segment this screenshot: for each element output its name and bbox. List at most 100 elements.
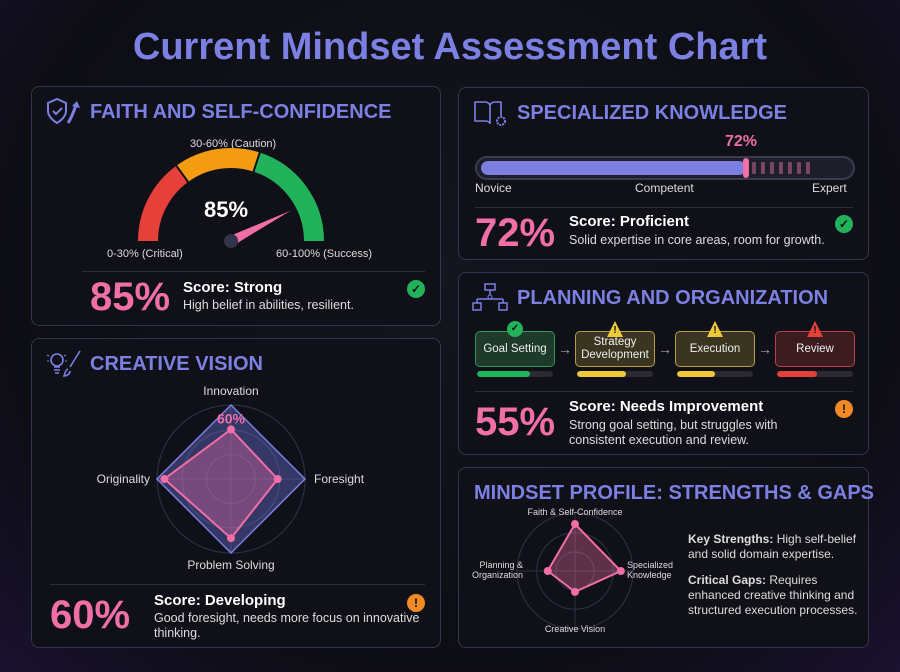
flowchart-icon	[472, 283, 508, 311]
radar-axis-label: Originality	[97, 472, 150, 486]
radar-point	[227, 425, 235, 434]
step-goal-setting: Goal Setting	[475, 331, 555, 367]
arrow-right-icon: →	[558, 341, 572, 357]
radar-point	[543, 567, 552, 575]
warning-icon: !	[707, 321, 723, 337]
scale-expert: Expert	[812, 181, 847, 195]
progress-tick	[778, 162, 783, 174]
profile-panel: MINDSET PROFILE: STRENGTHS & GAPS Faith …	[458, 467, 874, 648]
lightbulb-brush-icon	[46, 350, 81, 377]
radar-outer	[155, 403, 307, 555]
radar-point	[273, 475, 282, 483]
step-progress-fill	[477, 371, 531, 377]
strengths-label: Key Strengths:	[688, 532, 774, 546]
progress-tick	[787, 162, 792, 174]
step-progress-fill	[777, 371, 817, 377]
strengths-text: High self-belief and solid domain expert…	[688, 532, 857, 561]
progress-tick	[796, 162, 801, 174]
progress-tick	[805, 162, 810, 174]
gauge-band-0	[138, 165, 189, 242]
knowledge-desc: Solid expertise in core areas, room for …	[569, 233, 825, 247]
step-progress-bar	[577, 371, 653, 377]
gauge-chart	[138, 148, 324, 248]
radar-point	[571, 520, 579, 529]
warning-icon: !	[607, 321, 623, 337]
progress-tick	[769, 162, 774, 174]
planning-heading: PLANNING AND ORGANIZATION	[517, 287, 829, 309]
planning-score-label: Score: Needs Improvement	[569, 398, 764, 415]
radar-axis-label: Faith & Self-Confidence	[527, 507, 622, 517]
faith-desc: High belief in abilities, resilient.	[183, 298, 354, 312]
knowledge-score: 72%	[475, 211, 556, 255]
planning-panel: PLANNING AND ORGANIZATION Goal Setting ✓ →…	[458, 272, 869, 455]
arrow-right-icon: →	[658, 341, 672, 357]
progress-fill	[481, 161, 746, 175]
zone-label-critical: 0-30% (Critical)	[107, 248, 183, 260]
step-label: Execution	[689, 342, 741, 355]
knowledge-panel: SPECIALIZED KNOWLEDGE 72% Novice Compete…	[458, 87, 869, 260]
gaps-text: Requires enhanced creative thinking and …	[688, 573, 858, 617]
creative-panel: CREATIVE VISION Innovation Foresight Probl…	[31, 338, 441, 648]
faith-heading: FAITH AND SELF-CONFIDENCE	[90, 101, 392, 123]
scale-competent: Competent	[635, 181, 694, 195]
radar-axis-label: Planning & Organization	[472, 560, 523, 580]
faith-panel: FAITH AND SELF-CONFIDENCE 30-60% (Cautio…	[31, 86, 441, 326]
check-circle-icon: ✓	[835, 215, 853, 233]
step-progress-fill	[677, 371, 715, 377]
gauge-value: 85%	[204, 197, 249, 222]
gauge-hub	[224, 234, 238, 248]
radar-axis-label: Specialized Knowledge	[627, 560, 673, 580]
planning-desc: Strong goal setting, but struggles with …	[569, 418, 778, 447]
critical-gaps: Critical Gaps: Requires enhanced creativ…	[688, 573, 868, 618]
radar-axis-label: Innovation	[203, 384, 258, 398]
step-review: Review	[775, 331, 855, 367]
creative-desc: Good foresight, needs more focus on inno…	[154, 611, 420, 640]
alert-icon: !	[807, 321, 823, 337]
progress-tick	[751, 162, 756, 174]
step-label: Review	[796, 342, 834, 355]
gauge-needle	[228, 210, 291, 246]
step-progress-bar	[477, 371, 553, 377]
step-label: Goal Setting	[483, 342, 547, 355]
scale-novice: Novice	[475, 181, 512, 195]
knowledge-progress-bar	[475, 156, 855, 180]
zone-label-success: 60-100% (Success)	[276, 248, 372, 260]
radar-point	[571, 587, 579, 596]
radar-point	[227, 534, 235, 543]
gauge-band-2	[253, 152, 324, 242]
shield-check-arrow-icon	[47, 97, 80, 125]
creative-score-label: Score: Developing	[154, 592, 286, 609]
book-gear-icon	[474, 101, 506, 126]
progress-value: 72%	[725, 133, 758, 150]
radar-point	[160, 475, 169, 483]
step-progress-fill	[577, 371, 627, 377]
arrow-right-icon: →	[758, 341, 772, 357]
check-icon: ✓	[507, 321, 523, 337]
knowledge-score-label: Score: Proficient	[569, 213, 690, 230]
gauge-divider	[174, 164, 190, 184]
creative-heading: CREATIVE VISION	[90, 353, 263, 375]
knowledge-heading: SPECIALIZED KNOWLEDGE	[517, 102, 788, 124]
profile-radar-chart: Faith & Self-Confidence Specialized Knowle…	[472, 507, 673, 634]
creative-score: 60%	[50, 593, 131, 637]
radar-axis-label: Problem Solving	[187, 558, 274, 572]
page-title: Current Mindset Assessment Chart	[132, 26, 768, 68]
step-progress-bar	[677, 371, 753, 377]
faith-score: 85%	[90, 275, 171, 319]
step-label: Strategy Development	[581, 336, 649, 361]
step-execution: Execution	[675, 331, 755, 367]
radar-axis-label: Creative Vision	[545, 624, 605, 634]
step-strategy-development: Strategy Development	[575, 331, 655, 367]
key-strengths: Key Strengths: High self-belief and soli…	[688, 532, 866, 562]
planning-score: 55%	[475, 400, 556, 444]
exclamation-circle-icon: !	[407, 594, 425, 612]
gauge-band-1	[176, 148, 260, 183]
profile-heading: MINDSET PROFILE: STRENGTHS & GAPS	[474, 482, 875, 504]
zone-label-caution: 30-60% (Caution)	[190, 138, 277, 150]
radar-point	[616, 567, 625, 575]
check-circle-icon: ✓	[407, 280, 425, 298]
exclamation-circle-icon: !	[835, 400, 853, 418]
progress-tick	[760, 162, 765, 174]
radar-axis-label: Foresight	[314, 472, 365, 486]
gaps-label: Critical Gaps:	[688, 573, 767, 587]
